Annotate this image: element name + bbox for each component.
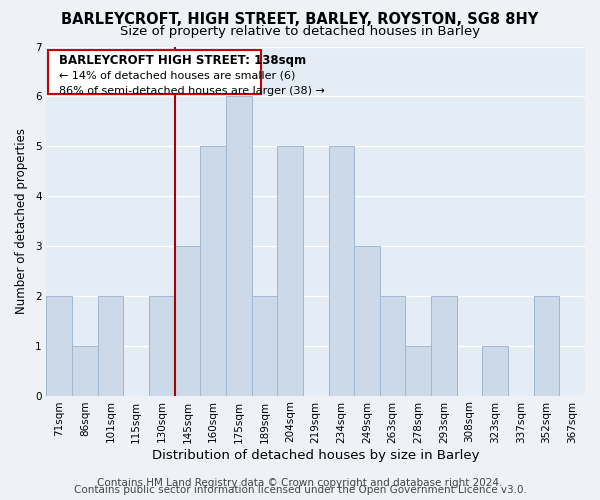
FancyBboxPatch shape <box>48 50 260 94</box>
Bar <box>380 296 406 396</box>
Y-axis label: Number of detached properties: Number of detached properties <box>15 128 28 314</box>
Text: 86% of semi-detached houses are larger (38) →: 86% of semi-detached houses are larger (… <box>59 86 325 97</box>
Bar <box>534 296 559 396</box>
Text: ← 14% of detached houses are smaller (6): ← 14% of detached houses are smaller (6) <box>59 70 296 81</box>
Bar <box>251 296 277 396</box>
Bar <box>482 346 508 396</box>
Text: BARLEYCROFT HIGH STREET: 138sqm: BARLEYCROFT HIGH STREET: 138sqm <box>59 54 307 67</box>
Bar <box>277 146 303 396</box>
Text: Contains HM Land Registry data © Crown copyright and database right 2024.: Contains HM Land Registry data © Crown c… <box>97 478 503 488</box>
Bar <box>175 246 200 396</box>
Bar <box>226 96 251 396</box>
Bar <box>72 346 98 396</box>
Text: Size of property relative to detached houses in Barley: Size of property relative to detached ho… <box>120 25 480 38</box>
X-axis label: Distribution of detached houses by size in Barley: Distribution of detached houses by size … <box>152 450 479 462</box>
Bar <box>354 246 380 396</box>
Text: Contains public sector information licensed under the Open Government Licence v3: Contains public sector information licen… <box>74 485 526 495</box>
Bar <box>200 146 226 396</box>
Text: BARLEYCROFT, HIGH STREET, BARLEY, ROYSTON, SG8 8HY: BARLEYCROFT, HIGH STREET, BARLEY, ROYSTO… <box>61 12 539 28</box>
Bar <box>46 296 72 396</box>
Bar <box>98 296 124 396</box>
Bar <box>431 296 457 396</box>
Bar <box>149 296 175 396</box>
Bar <box>329 146 354 396</box>
Bar <box>406 346 431 396</box>
